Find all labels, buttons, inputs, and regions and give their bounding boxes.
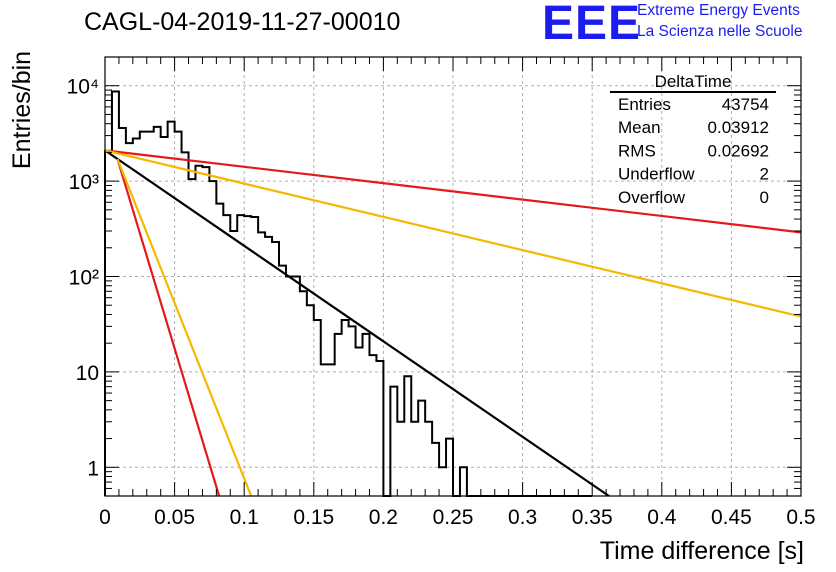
x-tick-label: 0.1	[230, 506, 259, 529]
stats-label: Underflow	[618, 165, 695, 184]
grid-lines	[105, 57, 801, 496]
ticks-layer: 0 0.05 0.1 0.15 0.2 0.25 0.3 0.35 0.4 0.45 0.5 1 10 1…	[67, 57, 816, 529]
fit-line-2	[104, 149, 802, 234]
stats-label: Mean	[618, 118, 661, 137]
x-tick-label: 0.2	[369, 506, 398, 529]
logo-caption-line2: La Scienza nelle Scuole	[637, 23, 803, 40]
stats-value: 2	[760, 165, 769, 184]
y-tick-label: 10³	[69, 171, 99, 194]
y-axis-label: Entries/bin	[8, 51, 36, 169]
fit-lines-layer	[104, 149, 802, 497]
stats-label: Entries	[618, 95, 671, 114]
histogram-layer	[104, 90, 593, 497]
x-tick-label: 0.25	[433, 506, 474, 529]
y-tick-label: 10²	[69, 267, 99, 290]
stats-title: DeltaTime	[655, 72, 732, 91]
logo-caption-line1: Extreme Energy Events	[637, 2, 800, 19]
x-tick-label: 0.4	[647, 506, 677, 529]
fit-line-5	[116, 158, 253, 497]
x-tick-label: 0.3	[508, 506, 537, 529]
y-tick-label: 10⁴	[67, 76, 99, 99]
histogram-bars	[104, 90, 593, 497]
stats-label: RMS	[618, 141, 656, 160]
fit-line-1	[104, 149, 610, 497]
x-tick-label: 0.15	[293, 506, 334, 529]
fit-line-4	[116, 158, 221, 497]
stats-value: 0	[760, 188, 769, 207]
x-axis-label: Time difference [s]	[600, 537, 804, 565]
fit-line-3	[104, 149, 802, 318]
x-tick-label: 0.05	[154, 506, 195, 529]
eee-logo: EEE	[542, 0, 642, 50]
x-tick-label: 0	[99, 506, 111, 529]
x-tick-label: 0.45	[711, 506, 752, 529]
chart-title: CAGL-04-2019-11-27-00010	[84, 8, 401, 36]
x-tick-label: 0.5	[786, 506, 815, 529]
stats-value: 43754	[722, 95, 769, 114]
stats-value: 0.02692	[708, 141, 769, 160]
x-tick-label: 0.35	[572, 506, 613, 529]
stats-label: Overflow	[618, 188, 686, 207]
stats-value: 0.03912	[708, 118, 769, 137]
stats-box: DeltaTime Entries 43754 Mean 0.03912 RMS 0.02…	[610, 72, 776, 207]
y-tick-label: 10	[76, 362, 99, 385]
y-tick-label: 1	[87, 457, 99, 480]
